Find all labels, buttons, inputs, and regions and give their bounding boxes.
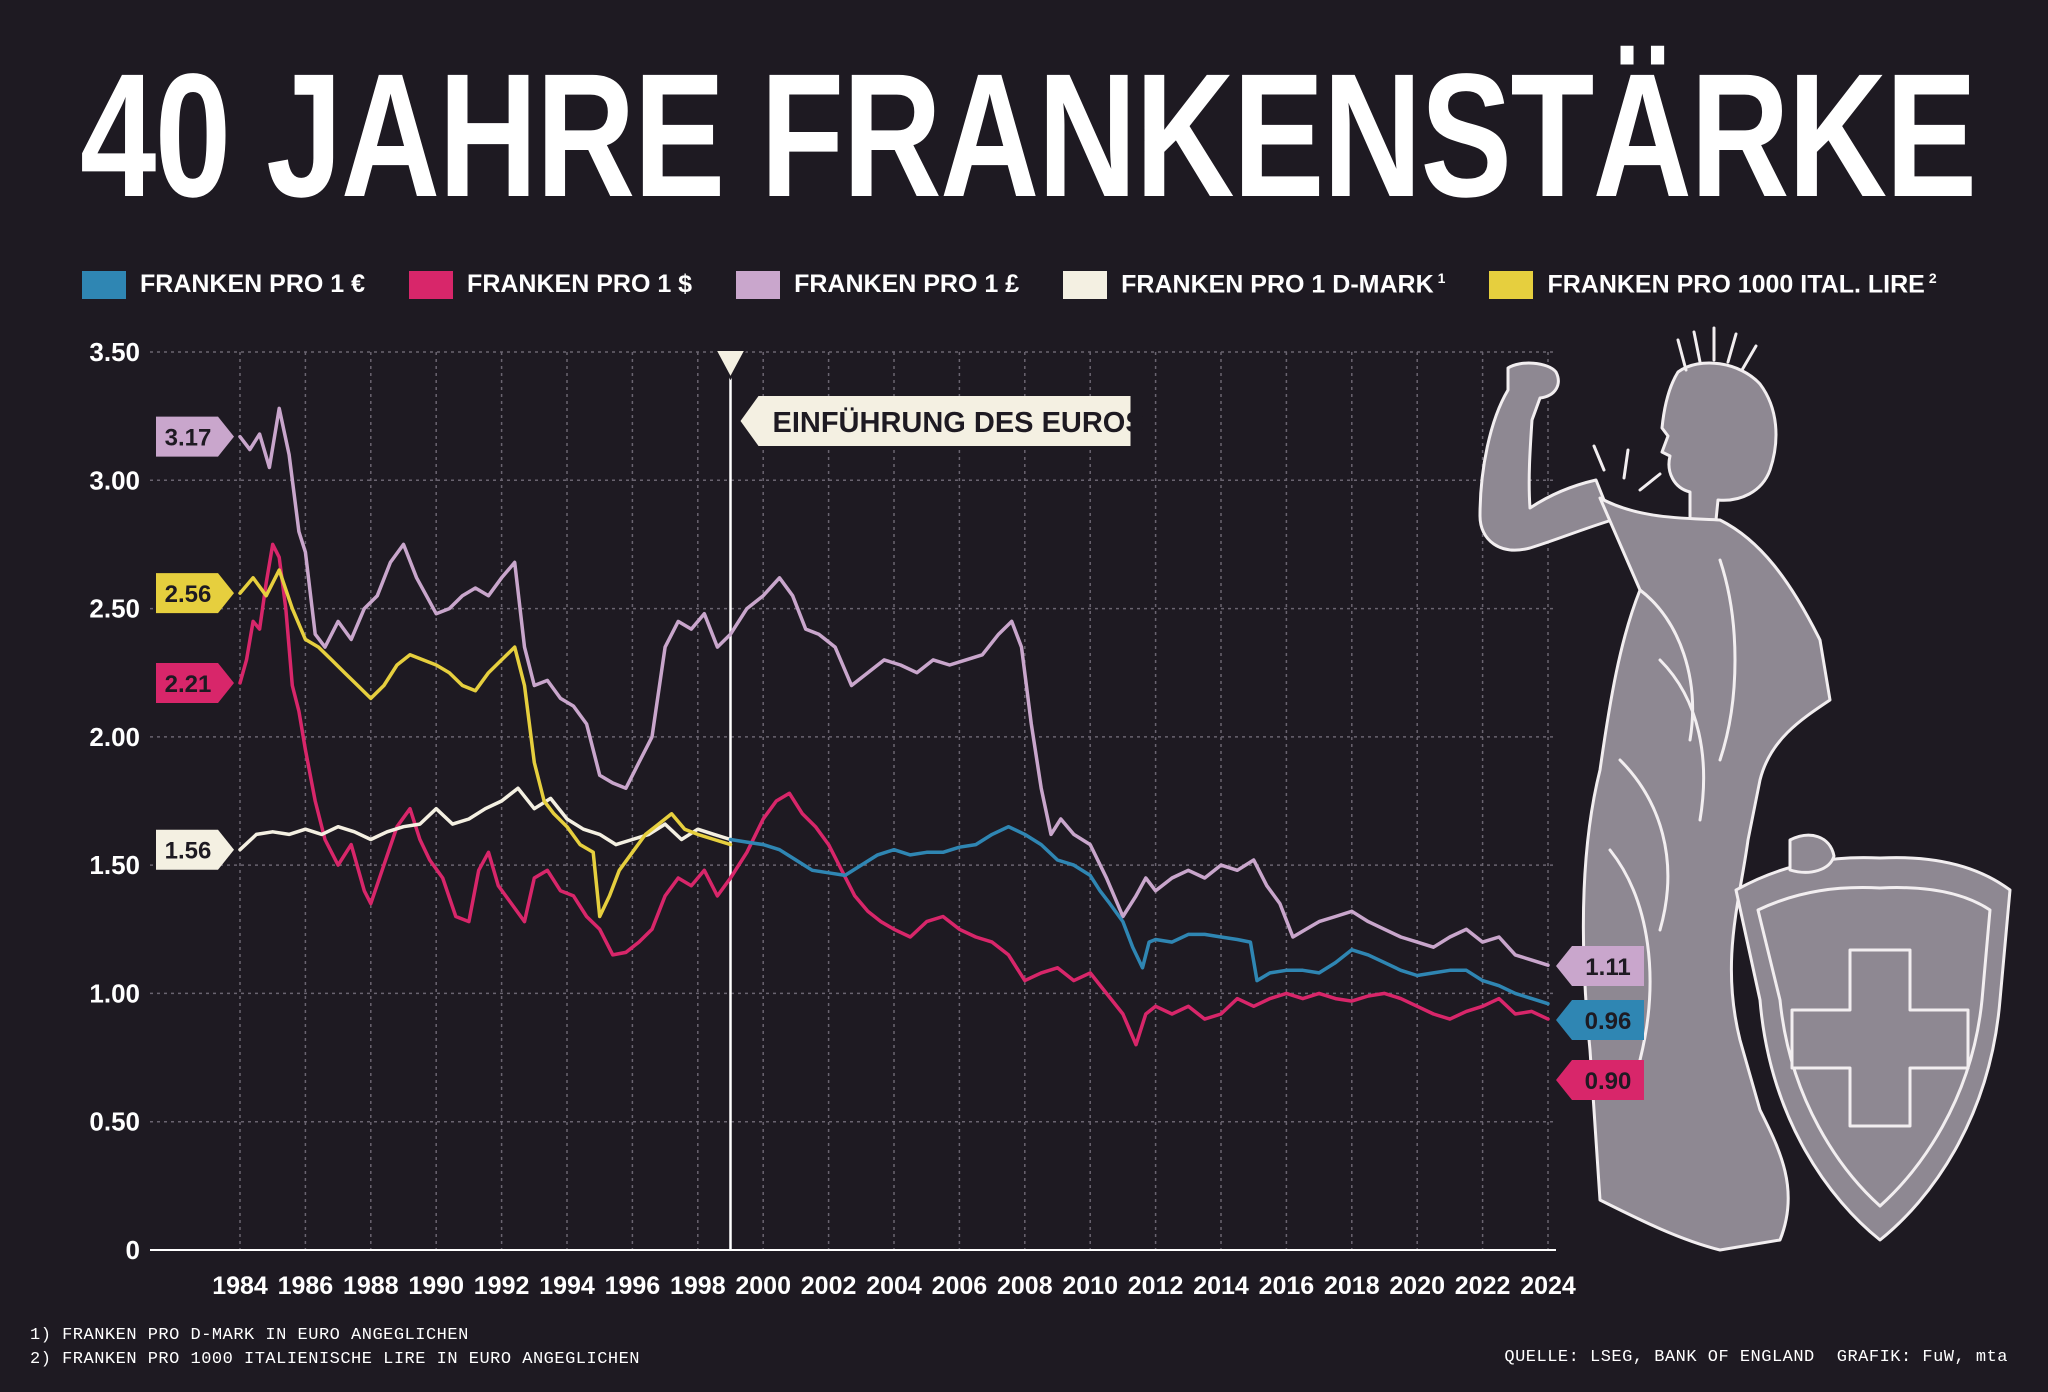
y-tick-label: 1.50 — [89, 850, 140, 880]
legend-swatch-usd — [409, 270, 454, 299]
x-tick-label: 1988 — [343, 1272, 399, 1300]
x-tick-label: 2024 — [1520, 1272, 1576, 1300]
start-value-badge — [156, 662, 234, 703]
x-tick-label: 1986 — [278, 1272, 334, 1300]
start-value-label: 1.56 — [165, 838, 212, 865]
source-text: QUELLE: LSEG, BANK OF ENGLAND — [1504, 1348, 1815, 1367]
y-tick-label: 1.00 — [89, 978, 140, 1008]
y-tick-label: 3.00 — [89, 465, 140, 495]
start-value-badge — [156, 573, 234, 614]
chart-value-labels: 3.17 2.56 2.21 1.56 1.11 0.96 0.90 — [156, 416, 1644, 1100]
legend-swatch-gbp — [736, 270, 781, 299]
legend-footnote-mark-2: 2 — [1928, 270, 1937, 286]
start-value-badge — [156, 416, 234, 457]
x-tick-label: 2010 — [1062, 1272, 1118, 1300]
helvetia-illustration — [1478, 326, 2012, 1252]
chart-axes: 3.50 3.00 2.50 2.00 1.50 1.00 0.50 0 1984 1986 198… — [89, 337, 1576, 1300]
x-tick-label: 2016 — [1259, 1272, 1315, 1300]
legend-swatch-itl — [1489, 270, 1534, 299]
x-tick-label: 2014 — [1193, 1272, 1249, 1300]
end-value-badge — [1556, 946, 1644, 986]
source-credit: QUELLE: LSEG, BANK OF ENGLAND GRAFIK: FuW… — [1504, 1348, 2008, 1367]
euro-annotation-badge — [740, 396, 1131, 446]
x-tick-label: 2006 — [932, 1272, 988, 1300]
y-tick-label: 2.00 — [89, 722, 140, 752]
start-value-label: 3.17 — [165, 425, 212, 452]
x-tick-label: 2002 — [801, 1272, 857, 1300]
chart-series — [238, 406, 1550, 1047]
legend-item-usd: FRANKEN PRO 1 $ — [409, 270, 692, 299]
x-tick-label: 1984 — [212, 1272, 268, 1300]
legend-swatch-dem — [1063, 270, 1108, 299]
y-tick-label: 0 — [126, 1235, 140, 1265]
series-line — [238, 568, 733, 919]
legend-item-eur: FRANKEN PRO 1 € — [82, 270, 365, 299]
legend-label-itl: FRANKEN PRO 1000 ITAL. LIRE — [1547, 270, 1925, 299]
legend-label-usd: FRANKEN PRO 1 $ — [467, 270, 693, 299]
x-tick-label: 2012 — [1128, 1272, 1184, 1300]
x-tick-label: 1998 — [670, 1272, 726, 1300]
x-tick-label: 2020 — [1389, 1272, 1445, 1300]
x-tick-label: 2018 — [1324, 1272, 1380, 1300]
x-tick-label: 1992 — [474, 1272, 530, 1300]
x-tick-label: 1990 — [408, 1272, 464, 1300]
start-value-badge — [156, 829, 234, 870]
legend-swatch-eur — [82, 270, 126, 299]
page-title: 40 JAHRE FRANKENSTÄRKE — [80, 38, 1977, 234]
y-tick-label: 3.50 — [89, 337, 140, 367]
legend-label-dem: FRANKEN PRO 1 D-MARK — [1121, 270, 1434, 299]
series-line — [238, 406, 1550, 967]
legend-item-dem: FRANKEN PRO 1 D-MARK 1 — [1063, 270, 1445, 299]
end-value-label: 0.90 — [1585, 1068, 1632, 1095]
euro-marker-triangle-icon — [713, 349, 748, 381]
series-line — [238, 786, 733, 852]
legend: FRANKEN PRO 1 € FRANKEN PRO 1 $ FRANKEN … — [82, 270, 1981, 299]
y-tick-label: 2.50 — [89, 594, 140, 624]
footnote-2: 2) FRANKEN PRO 1000 ITALIENISCHE LIRE IN… — [30, 1350, 640, 1369]
y-tick-label: 0.50 — [89, 1107, 140, 1137]
legend-label-eur: FRANKEN PRO 1 € — [140, 270, 366, 299]
end-value-label: 1.11 — [1585, 954, 1630, 981]
footnotes: 1) FRANKEN PRO D-MARK IN EURO ANGEGLICHE… — [30, 1324, 640, 1372]
legend-footnote-mark-1: 1 — [1437, 270, 1446, 286]
footnote-1: 1) FRANKEN PRO D-MARK IN EURO ANGEGLICHE… — [30, 1326, 469, 1345]
legend-label-gbp: FRANKEN PRO 1 £ — [794, 270, 1020, 299]
end-value-label: 0.96 — [1585, 1008, 1632, 1035]
start-value-label: 2.21 — [165, 671, 212, 698]
chart-grid — [150, 351, 1556, 1250]
x-tick-label: 2022 — [1455, 1272, 1511, 1300]
euro-annotation-text: EINFÜHRUNG DES EUROS — [773, 406, 1145, 439]
series-line — [238, 542, 1550, 1047]
end-value-badge — [1556, 1000, 1644, 1040]
legend-item-itl: FRANKEN PRO 1000 ITAL. LIRE 2 — [1489, 270, 1937, 299]
x-tick-label: 2004 — [866, 1272, 922, 1300]
legend-item-gbp: FRANKEN PRO 1 £ — [736, 270, 1019, 299]
x-tick-label: 1996 — [605, 1272, 661, 1300]
series-line — [728, 824, 1550, 1006]
euro-introduction-marker: EINFÜHRUNG DES EUROS — [713, 349, 1145, 1250]
x-tick-label: 1994 — [539, 1272, 595, 1300]
credit-text: GRAFIK: FuW, mta — [1836, 1348, 2008, 1367]
start-value-label: 2.56 — [165, 581, 212, 608]
x-tick-label: 2000 — [735, 1272, 791, 1300]
x-tick-label: 2008 — [997, 1272, 1053, 1300]
end-value-badge — [1556, 1060, 1644, 1100]
